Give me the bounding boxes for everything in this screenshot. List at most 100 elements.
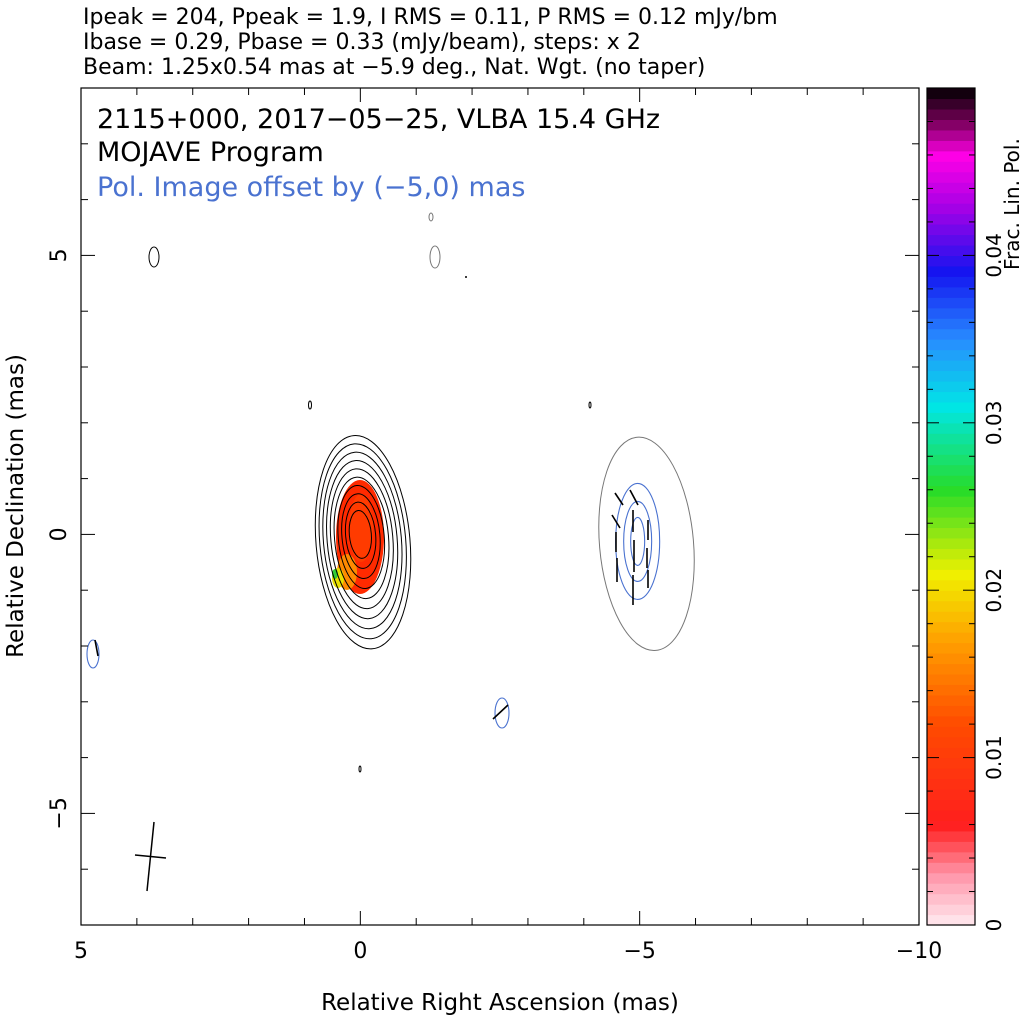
colorbar-band bbox=[927, 747, 975, 759]
colorbar-band bbox=[927, 778, 975, 790]
colorbar-band bbox=[927, 516, 975, 529]
y-tick-labels: 5 0 −5 bbox=[47, 248, 72, 829]
colorbar-band bbox=[927, 485, 975, 497]
colorbar-band bbox=[927, 809, 975, 821]
frac-pol-patch-inner bbox=[349, 494, 373, 562]
ci-contour-level bbox=[329, 468, 394, 610]
header-line-3: Beam: 1.25x0.54 mas at −5.9 deg., Nat. W… bbox=[83, 55, 705, 80]
evpa-tick bbox=[614, 492, 624, 506]
colorbar-band bbox=[927, 234, 975, 246]
colorbar-band bbox=[927, 914, 975, 926]
colorbar-band bbox=[927, 851, 975, 863]
x-tick-label: −5 bbox=[623, 939, 655, 964]
colorbar-band bbox=[927, 830, 975, 842]
source-annotation: 2115+000, 2017−05−25, VLBA 15.4 GHz bbox=[97, 104, 660, 135]
colorbar-band bbox=[927, 883, 975, 895]
colorbar-band bbox=[927, 108, 975, 120]
colorbar-band bbox=[927, 820, 975, 832]
colorbar-band bbox=[927, 454, 975, 466]
colorbar-band bbox=[927, 642, 975, 654]
pol-outer-contour bbox=[598, 436, 695, 652]
ci-contour-island bbox=[148, 246, 160, 268]
colorbar-band bbox=[927, 893, 975, 905]
y-tick-label: −5 bbox=[47, 797, 72, 829]
colorbar-band bbox=[927, 224, 975, 236]
colorbar-band bbox=[927, 663, 975, 675]
ci-contour-island bbox=[588, 401, 592, 409]
x-tick-label: −10 bbox=[896, 939, 942, 964]
total-intensity-contours bbox=[148, 212, 592, 773]
y-axis-label: Relative Declination (mas) bbox=[3, 354, 29, 658]
pol-contour-level bbox=[615, 482, 661, 600]
ci-contour-level bbox=[318, 443, 407, 640]
colorbar-band bbox=[927, 579, 975, 591]
colorbar-band bbox=[927, 705, 975, 717]
ci-contour-island-gray bbox=[428, 212, 434, 222]
beam-marker bbox=[134, 821, 167, 892]
x-tick-label: 5 bbox=[74, 939, 88, 964]
colorbar-band bbox=[927, 307, 975, 319]
colorbar-band bbox=[927, 203, 975, 215]
colorbar-frame bbox=[926, 87, 976, 926]
ci-contour-level bbox=[341, 493, 381, 579]
colorbar: 0 0.01 0.02 0.03 0.04 Frac. Lin. Pol. bbox=[926, 87, 1024, 931]
colorbar-band bbox=[927, 318, 975, 330]
colorbar-band bbox=[927, 621, 975, 633]
colorbar-band bbox=[927, 171, 975, 183]
ci-contour-island bbox=[358, 765, 362, 773]
colorbar-band bbox=[927, 244, 975, 256]
colorbar-band bbox=[927, 391, 975, 403]
colorbar-band bbox=[927, 161, 975, 173]
colorbar-band bbox=[927, 548, 975, 560]
colorbar-band bbox=[927, 726, 975, 738]
colorbar-band bbox=[927, 506, 975, 518]
x-tick-labels: 5 0 −5 −10 bbox=[74, 939, 942, 964]
colorbar-band bbox=[927, 799, 975, 811]
ci-contour-level bbox=[348, 509, 372, 559]
colorbar-band bbox=[927, 673, 975, 685]
colorbar-band bbox=[927, 129, 975, 141]
colorbar-band bbox=[927, 119, 975, 131]
colorbar-band bbox=[927, 328, 975, 340]
colorbar-band bbox=[927, 569, 975, 581]
pol-contour-island bbox=[494, 697, 510, 729]
ci-contour-island bbox=[308, 400, 312, 410]
colorbar-band bbox=[927, 632, 975, 644]
colorbar-band bbox=[927, 255, 975, 267]
colorbar-tick-label: 0.01 bbox=[982, 735, 1006, 780]
colorbar-band bbox=[927, 422, 975, 434]
ci-contour-level bbox=[326, 460, 399, 620]
evpa-tick bbox=[629, 489, 639, 506]
header-line-1: Ipeak = 204, Ppeak = 1.9, I RMS = 0.11, … bbox=[83, 5, 778, 30]
colorbar-band bbox=[927, 841, 975, 853]
colorbar-band bbox=[927, 213, 975, 225]
ci-contour-level bbox=[337, 484, 386, 590]
ci-contour-dot bbox=[465, 276, 467, 278]
colorbar-band bbox=[927, 286, 975, 298]
colorbar-band bbox=[927, 600, 975, 612]
header-line-2: Ibase = 0.29, Pbase = 0.33 (mJy/beam), s… bbox=[83, 30, 641, 55]
ci-contour-level bbox=[322, 451, 403, 630]
colorbar-band bbox=[927, 433, 975, 445]
colorbar-band bbox=[927, 192, 975, 204]
colorbar-band bbox=[927, 349, 975, 361]
axis-ticks bbox=[80, 87, 920, 926]
colorbar-tick-label: 0.03 bbox=[982, 401, 1006, 446]
pol-contour-level bbox=[630, 516, 646, 566]
colorbar-band bbox=[927, 475, 975, 487]
colorbar-band bbox=[927, 88, 975, 100]
colorbar-band bbox=[927, 360, 975, 372]
colorbar-band bbox=[927, 736, 975, 748]
x-tick-label: 0 bbox=[353, 939, 367, 964]
plot-frame bbox=[80, 87, 920, 926]
evpa-tick bbox=[94, 639, 99, 657]
program-annotation: MOJAVE Program bbox=[97, 137, 324, 168]
colorbar-band bbox=[927, 464, 975, 476]
colorbar-band bbox=[927, 537, 975, 549]
pol-contour-island bbox=[86, 639, 100, 669]
colorbar-band bbox=[927, 611, 975, 623]
ci-contour-island-gray bbox=[429, 245, 441, 269]
colorbar-tick-labels: 0 0.01 0.02 0.03 0.04 bbox=[982, 233, 1006, 931]
colorbar-tick-label: 0 bbox=[982, 919, 1006, 932]
